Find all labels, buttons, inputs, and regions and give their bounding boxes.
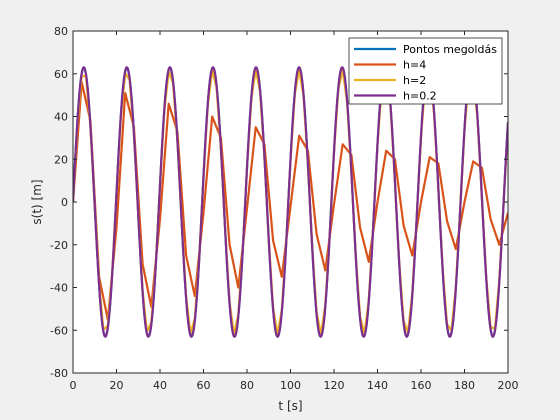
x-tick-label: 200: [498, 379, 519, 392]
x-tick-label: 100: [280, 379, 301, 392]
series-line-h02: [73, 66, 508, 338]
legend-entry-h4: h=4: [403, 59, 426, 72]
x-axis: 0 20 40 60 80 100 120 140 160 180 200: [70, 31, 519, 392]
x-axis-label: t [s]: [278, 399, 302, 413]
y-tick-label: -40: [50, 282, 68, 295]
x-tick-label: 20: [110, 379, 124, 392]
x-tick-label: 80: [240, 379, 254, 392]
x-tick-label: 0: [70, 379, 77, 392]
x-tick-label: 180: [454, 379, 475, 392]
y-tick-label: -60: [50, 324, 68, 337]
y-tick-label: 20: [54, 153, 68, 166]
y-axis-label: s(t) [m]: [30, 179, 44, 224]
x-tick-label: 140: [367, 379, 388, 392]
x-tick-label: 40: [153, 379, 167, 392]
x-tick-label: 120: [324, 379, 345, 392]
y-axis: -80 -60 -40 -20 0 20 40 60 80: [50, 25, 508, 380]
legend: Pontos megoldás h=4 h=2 h=0.2: [348, 37, 503, 105]
y-tick-label: -20: [50, 239, 68, 252]
x-tick-label: 160: [411, 379, 432, 392]
y-tick-label: -80: [50, 367, 68, 380]
legend-entry-h2: h=2: [403, 74, 426, 87]
series-layer: [73, 66, 508, 338]
y-tick-label: 80: [54, 25, 68, 38]
y-tick-label: 60: [54, 68, 68, 81]
y-tick-label: 0: [61, 196, 68, 209]
legend-entry-exact: Pontos megoldás: [403, 43, 497, 56]
legend-entry-h02: h=0.2: [403, 90, 437, 103]
series-line-h4: [73, 81, 508, 321]
x-tick-label: 60: [197, 379, 211, 392]
y-tick-label: 40: [54, 111, 68, 124]
